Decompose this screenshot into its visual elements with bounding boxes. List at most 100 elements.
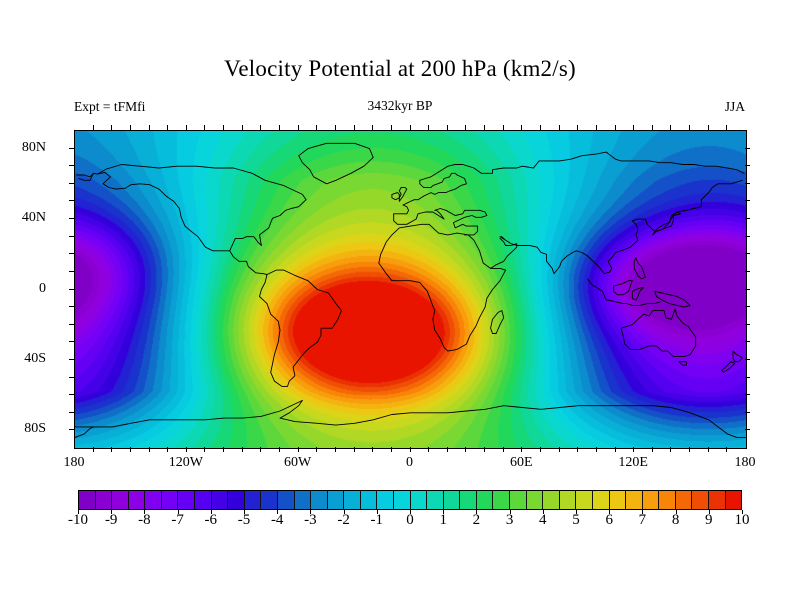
longitude-minor-tick	[390, 125, 392, 130]
latitude-minor-tick	[69, 429, 74, 431]
latitude-minor-tick	[69, 165, 74, 167]
longitude-minor-tick	[260, 125, 262, 130]
page-title: Velocity Potential at 200 hPa (km2/s)	[224, 56, 576, 81]
longitude-minor-tick	[484, 125, 486, 130]
colorbar-tick-label: 9	[705, 512, 713, 528]
colorbar-tick-label: 2	[472, 512, 481, 528]
latitude-minor-tick	[69, 218, 74, 220]
longitude-tick-label: 60W	[284, 455, 312, 470]
longitude-minor-tick	[260, 447, 262, 452]
latitude-tick-label: 80S	[24, 421, 46, 437]
colorbar-tick	[177, 510, 179, 514]
colorbar-cell	[393, 491, 411, 509]
colorbar-tick	[476, 510, 478, 514]
longitude-minor-tick	[111, 447, 113, 452]
longitude-minor-tick	[223, 447, 225, 452]
latitude-minor-tick	[745, 182, 750, 184]
colorbar-tick-label: 1	[439, 512, 447, 528]
latitude-tick-label: 40N	[21, 210, 46, 226]
colorbar-cell	[609, 491, 627, 509]
longitude-tick-label: 120E	[618, 455, 648, 470]
longitude-minor-tick	[726, 125, 728, 130]
longitude-minor-tick	[297, 447, 299, 452]
longitude-minor-tick	[633, 125, 635, 130]
longitude-minor-tick	[148, 125, 150, 130]
colorbar-cell	[626, 491, 643, 509]
colorbar-tick	[111, 510, 113, 514]
latitude-minor-tick	[745, 200, 750, 202]
colorbar-cell	[244, 491, 262, 509]
longitude-minor-tick	[651, 447, 653, 452]
longitude-minor-tick	[595, 447, 597, 452]
colorbar-cell	[95, 491, 113, 509]
latitude-minor-tick	[69, 376, 74, 378]
colorbar-cell	[559, 491, 577, 509]
colorbar-tick-label: -1	[370, 512, 384, 528]
colorbar-cell	[161, 491, 179, 509]
colorbar-tick	[343, 510, 345, 514]
longitude-minor-tick	[129, 125, 131, 130]
colorbar-tick	[742, 510, 743, 514]
latitude-minor-tick	[745, 235, 750, 237]
longitude-tick-label: 120W	[168, 455, 203, 470]
colorbar-cell	[510, 491, 527, 509]
longitude-minor-tick	[241, 447, 243, 452]
longitude-minor-tick	[670, 447, 672, 452]
latitude-minor-tick	[745, 270, 750, 272]
longitude-minor-tick	[521, 125, 523, 130]
colorbar-tick-label: -5	[237, 512, 251, 528]
colorbar-cell	[228, 491, 245, 509]
longitude-minor-tick	[92, 447, 94, 452]
colorbar-tick	[509, 510, 511, 514]
longitude-minor-tick	[558, 447, 560, 452]
longitude-minor-tick	[539, 125, 541, 130]
latitude-minor-tick	[745, 288, 750, 290]
latitude-minor-tick	[69, 253, 74, 255]
latitude-minor-tick	[745, 323, 750, 325]
longitude-minor-tick	[726, 447, 728, 452]
colorbar-cell	[294, 491, 312, 509]
longitude-minor-tick	[167, 447, 169, 452]
colorbar-tick	[675, 510, 677, 514]
longitude-minor-tick	[707, 125, 709, 130]
colorbar-tick-label: -3	[304, 512, 317, 528]
latitude-minor-tick	[69, 358, 74, 360]
longitude-minor-tick	[446, 125, 448, 130]
colorbar-tick-label: -9	[104, 512, 118, 528]
latitude-minor-tick	[69, 306, 74, 308]
latitude-minor-tick	[745, 253, 750, 255]
longitude-minor-tick	[334, 125, 336, 130]
colorbar-cell	[211, 491, 229, 509]
colorbar-cell	[311, 491, 328, 509]
colorbar-cell	[576, 491, 593, 509]
longitude-minor-tick	[204, 125, 206, 130]
longitude-minor-tick	[577, 447, 579, 452]
colorbar-tick-label: -7	[171, 512, 184, 528]
colorbar-cell	[443, 491, 461, 509]
longitude-minor-tick	[614, 125, 616, 130]
latitude-minor-tick	[745, 376, 750, 378]
latitude-tick-label: 40S	[24, 350, 46, 366]
longitude-minor-tick	[409, 125, 411, 130]
longitude-minor-tick	[297, 125, 299, 130]
colorbar-tick	[609, 510, 611, 514]
colorbar-cell	[493, 491, 511, 509]
longitude-minor-tick	[167, 125, 169, 130]
colorbar-cell	[543, 491, 560, 509]
longitude-minor-tick	[279, 125, 281, 130]
latitude-minor-tick	[745, 306, 750, 308]
latitude-minor-tick	[69, 147, 74, 149]
colorbar-cell	[592, 491, 610, 509]
colorbar-tick-label: 6	[605, 512, 613, 528]
colorbar-cell	[708, 491, 726, 509]
epoch-label: 3432kyr BP	[367, 98, 433, 113]
longitude-tick-label: 60E	[510, 455, 533, 470]
colorbar-tick-label: -6	[204, 512, 218, 528]
latitude-tick-label: 80N	[21, 139, 46, 155]
latitude-minor-tick	[745, 341, 750, 343]
latitude-minor-tick	[69, 341, 74, 343]
longitude-minor-tick	[521, 447, 523, 452]
longitude-minor-tick	[353, 447, 355, 452]
latitude-minor-tick	[69, 182, 74, 184]
colorbar-tick	[310, 510, 312, 514]
